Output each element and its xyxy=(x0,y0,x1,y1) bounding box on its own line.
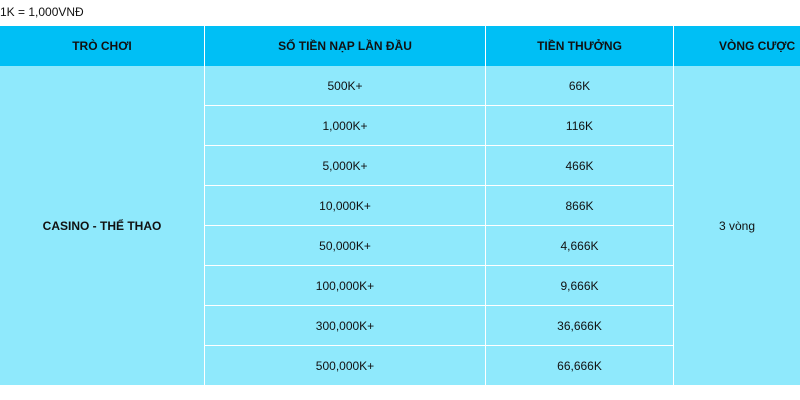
bonus-cell: 9,666K xyxy=(486,266,674,306)
wager-cell: 3 vòng xyxy=(674,66,800,386)
bonus-cell: 4,666K xyxy=(486,226,674,266)
bonus-cell: 66K xyxy=(486,66,674,106)
game-cell: CASINO - THỂ THAO xyxy=(0,66,205,386)
bonus-cell: 466K xyxy=(486,146,674,186)
table-row: 50,000K+ 4,666K xyxy=(0,226,800,266)
deposit-cell: 500,000K+ xyxy=(205,346,486,386)
table-row: CASINO - THỂ THAO 500K+ 66K 3 vòng xyxy=(0,66,800,386)
header-bonus: TIỀN THƯỞNG xyxy=(486,26,674,66)
bonus-cell: 866K xyxy=(486,186,674,226)
deposit-cell: 10,000K+ xyxy=(205,186,486,226)
table-row: 500,000K+ 66,666K xyxy=(0,346,800,386)
bonus-cell: 116K xyxy=(486,106,674,146)
header-wager-rounds: VÒNG CƯỢC xyxy=(674,26,800,66)
table-row: 100,000K+ 9,666K xyxy=(0,266,800,306)
deposit-cell: 50,000K+ xyxy=(205,226,486,266)
bonus-table: TRÒ CHƠI SỐ TIỀN NẠP LẦN ĐẦU TIỀN THƯỞNG… xyxy=(0,26,800,386)
table-row: 1,000K+ 116K xyxy=(0,106,800,146)
table-header-row: TRÒ CHƠI SỐ TIỀN NẠP LẦN ĐẦU TIỀN THƯỞNG… xyxy=(0,26,800,66)
deposit-cell: 100,000K+ xyxy=(205,266,486,306)
table-row: 5,000K+ 466K xyxy=(0,146,800,186)
table-row: 10,000K+ 866K xyxy=(0,186,800,226)
header-game: TRÒ CHƠI xyxy=(0,26,205,66)
deposit-cell: 1,000K+ xyxy=(205,106,486,146)
table-row: 300,000K+ 36,666K xyxy=(0,306,800,346)
bonus-cell: 36,666K xyxy=(486,306,674,346)
exchange-rate-note: 1K = 1,000VNĐ xyxy=(0,5,84,19)
header-first-deposit: SỐ TIỀN NẠP LẦN ĐẦU xyxy=(205,26,486,66)
deposit-cell: 500K+ xyxy=(205,66,486,106)
bonus-cell: 66,666K xyxy=(486,346,674,386)
deposit-cell: 5,000K+ xyxy=(205,146,486,186)
deposit-cell: 300,000K+ xyxy=(205,306,486,346)
